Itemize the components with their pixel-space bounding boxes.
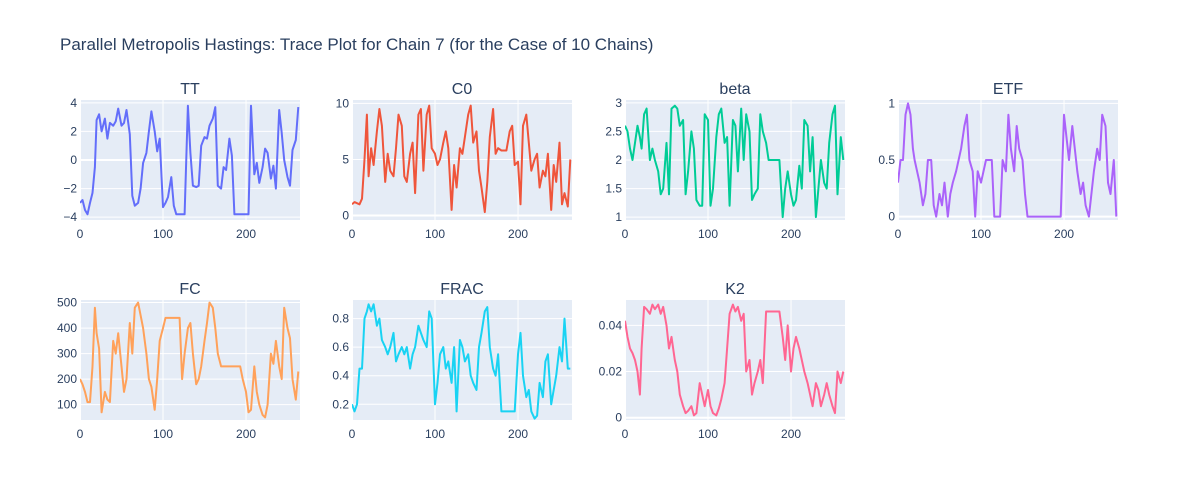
subplot-title: ETF — [993, 81, 1023, 98]
x-tick-label: 100 — [698, 427, 718, 441]
y-tick-label: 0.8 — [332, 312, 349, 326]
plot-area — [625, 300, 845, 420]
y-tick-label: 2 — [70, 124, 77, 138]
y-tick-label: 0 — [615, 411, 622, 425]
x-tick-label: 0 — [77, 427, 84, 441]
trace-line-beta — [625, 104, 845, 219]
y-tick-label: 2.5 — [605, 124, 622, 138]
trace-line-tt — [80, 104, 300, 216]
x-tick-label: 0 — [622, 427, 629, 441]
y-tick-label: 0.6 — [332, 340, 349, 354]
y-tick-label: 0.2 — [332, 397, 349, 411]
x-tick-label: 100 — [971, 227, 991, 241]
subplot-c0: C0 0 100 200 0 5 10 — [336, 81, 572, 241]
x-tick-label: 0 — [349, 227, 356, 241]
subplot-etf: ETF 0 100 200 0 0.5 1 — [878, 81, 1118, 241]
y-tick-label: 1 — [615, 210, 622, 224]
figure-title: Parallel Metropolis Hastings: Trace Plot… — [60, 35, 653, 54]
subplot-tt: TT 0 100 200 −4 −2 0 2 4 — [63, 81, 300, 241]
y-tick-label: 1 — [888, 96, 895, 110]
subplot-fc: FC 0 100 200 100 200 300 400 500 — [57, 281, 300, 441]
x-tick-label: 0 — [622, 227, 629, 241]
plot-area — [80, 300, 300, 420]
x-tick-label: 0 — [77, 227, 84, 241]
x-tick-label: 200 — [508, 227, 528, 241]
y-tick-label: 0.5 — [878, 153, 895, 167]
x-tick-label: 200 — [781, 427, 801, 441]
y-tick-label: 100 — [57, 398, 77, 412]
subplot-title: beta — [719, 81, 750, 98]
y-tick-label: 4 — [70, 96, 77, 110]
trace-line-frac — [352, 303, 571, 420]
x-tick-label: 200 — [781, 227, 801, 241]
trace-line-fc — [80, 301, 300, 419]
subplot-title: FRAC — [440, 281, 484, 298]
subplot-frac: FRAC 0 100 200 0.2 0.4 0.6 0.8 — [332, 281, 572, 441]
subplot-title: FC — [179, 281, 200, 298]
x-tick-label: 100 — [425, 427, 445, 441]
x-tick-label: 200 — [236, 227, 256, 241]
x-tick-label: 100 — [153, 227, 173, 241]
subplot-title: C0 — [452, 81, 473, 98]
y-tick-label: 1.5 — [605, 182, 622, 196]
y-tick-label: 0 — [70, 153, 77, 167]
subplot-beta: beta 0 100 200 1 1.5 2 2.5 3 — [605, 81, 845, 241]
x-tick-label: 100 — [153, 427, 173, 441]
x-tick-label: 200 — [1054, 227, 1074, 241]
trace-line-c0 — [352, 104, 572, 214]
y-tick-label: 300 — [57, 347, 77, 361]
subplot-title: K2 — [725, 281, 745, 298]
y-tick-label: 10 — [336, 96, 350, 110]
y-tick-label: 200 — [57, 372, 77, 386]
trace-line-etf — [898, 102, 1118, 218]
y-tick-label: 400 — [57, 321, 77, 335]
y-tick-label: 2 — [615, 153, 622, 167]
x-tick-label: 100 — [425, 227, 445, 241]
x-tick-label: 200 — [236, 427, 256, 441]
y-tick-label: 0.02 — [599, 365, 623, 379]
trace-line-k2 — [625, 303, 845, 417]
y-tick-label: −4 — [63, 210, 77, 224]
plot-area — [352, 300, 572, 420]
x-tick-label: 100 — [698, 227, 718, 241]
y-tick-label: 0.4 — [332, 369, 349, 383]
subplot-title: TT — [180, 81, 200, 98]
y-tick-label: 0 — [888, 210, 895, 224]
plot-area — [352, 100, 572, 220]
subplot-k2: K2 0 100 200 0 0.02 0.04 — [599, 281, 845, 441]
y-tick-label: 500 — [57, 296, 77, 310]
x-tick-label: 0 — [349, 427, 356, 441]
y-tick-label: 3 — [615, 96, 622, 110]
y-tick-label: −2 — [63, 182, 77, 196]
x-tick-label: 200 — [508, 427, 528, 441]
y-tick-label: 0 — [342, 209, 349, 223]
y-tick-label: 0.04 — [599, 318, 623, 332]
x-tick-label: 0 — [895, 227, 902, 241]
y-tick-label: 5 — [342, 152, 349, 166]
